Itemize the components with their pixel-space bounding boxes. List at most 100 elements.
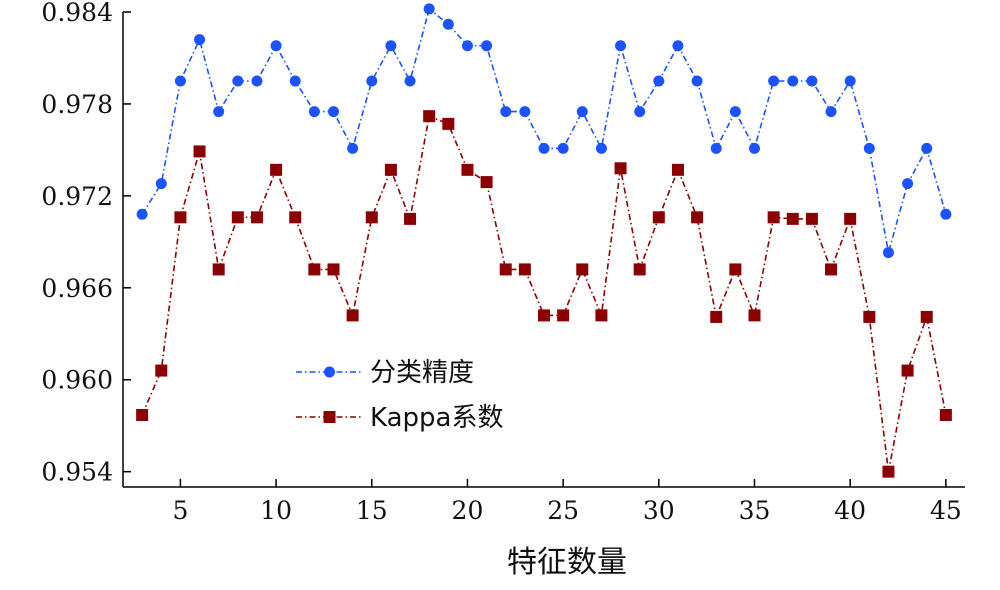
y-tick-label: 0.984 bbox=[41, 0, 113, 27]
y-tick-label: 0.978 bbox=[41, 90, 113, 119]
data-point bbox=[576, 106, 588, 118]
data-point bbox=[289, 75, 301, 87]
data-point bbox=[901, 364, 914, 377]
data-point bbox=[691, 211, 704, 224]
data-point bbox=[136, 408, 149, 421]
data-point bbox=[615, 40, 627, 52]
data-point bbox=[882, 247, 894, 259]
x-tick-label: 25 bbox=[547, 496, 579, 525]
data-point bbox=[385, 40, 397, 52]
data-point bbox=[633, 263, 646, 276]
data-point bbox=[423, 110, 436, 123]
data-point bbox=[748, 309, 761, 322]
x-axis-title: 特征数量 bbox=[507, 545, 627, 580]
x-tick-label: 20 bbox=[452, 496, 484, 525]
data-point bbox=[902, 178, 914, 190]
data-point bbox=[346, 309, 359, 322]
data-point bbox=[729, 106, 741, 118]
legend-label: Kappa系数 bbox=[370, 403, 503, 433]
x-tick-label: 5 bbox=[172, 496, 188, 525]
x-tick-label: 45 bbox=[930, 496, 962, 525]
legend-item-2: Kappa系数 bbox=[296, 403, 503, 433]
data-point bbox=[174, 75, 186, 87]
data-point bbox=[251, 75, 263, 87]
data-point bbox=[155, 364, 168, 377]
data-point bbox=[423, 3, 435, 15]
data-point bbox=[595, 142, 607, 154]
legend-marker bbox=[323, 411, 336, 423]
data-point bbox=[499, 263, 512, 276]
data-point bbox=[442, 117, 455, 130]
y-tick-label: 0.954 bbox=[41, 458, 113, 487]
data-point bbox=[231, 211, 244, 224]
data-point bbox=[270, 163, 283, 176]
data-point bbox=[500, 106, 512, 118]
data-point bbox=[557, 142, 569, 154]
series-layer bbox=[136, 3, 952, 478]
data-point bbox=[595, 309, 608, 322]
data-point bbox=[442, 18, 454, 30]
data-point bbox=[136, 208, 148, 220]
axes: 5 10 15 20 25 30 35 40 45 0.954 0.960 0.966 0.972 0.9… bbox=[41, 0, 965, 525]
data-point bbox=[921, 142, 933, 154]
y-tick-label: 0.972 bbox=[41, 182, 113, 211]
data-point bbox=[328, 106, 339, 118]
data-point bbox=[232, 75, 244, 87]
data-point bbox=[844, 75, 856, 87]
data-point bbox=[519, 106, 531, 118]
data-point bbox=[155, 178, 167, 190]
data-point bbox=[480, 176, 493, 189]
data-point bbox=[461, 40, 473, 52]
data-point bbox=[805, 212, 818, 225]
legend-item-1: 分类精度 bbox=[296, 358, 474, 388]
data-point bbox=[691, 75, 703, 87]
data-point bbox=[347, 142, 359, 154]
data-point bbox=[710, 142, 722, 154]
legend-label: 分类精度 bbox=[370, 358, 474, 388]
data-point bbox=[653, 75, 665, 87]
series-2 bbox=[136, 110, 952, 478]
legend-marker bbox=[324, 366, 335, 378]
data-point bbox=[327, 263, 340, 276]
data-point bbox=[710, 310, 723, 323]
data-point bbox=[767, 211, 780, 224]
data-point bbox=[212, 263, 225, 276]
data-point bbox=[825, 106, 837, 118]
data-point bbox=[786, 212, 799, 225]
data-point bbox=[213, 106, 225, 118]
data-point bbox=[863, 310, 876, 323]
data-point bbox=[404, 75, 416, 87]
x-tick-label: 35 bbox=[739, 496, 771, 525]
data-point bbox=[404, 212, 417, 225]
data-point bbox=[461, 163, 474, 176]
data-point bbox=[538, 142, 550, 154]
y-tick-label: 0.960 bbox=[41, 366, 113, 395]
data-point bbox=[365, 211, 378, 224]
y-tick-label: 0.966 bbox=[41, 274, 113, 303]
x-tick-label: 30 bbox=[643, 496, 675, 525]
data-point bbox=[749, 142, 760, 154]
data-point bbox=[270, 40, 282, 52]
data-point bbox=[634, 106, 646, 118]
data-point bbox=[729, 263, 742, 276]
data-point bbox=[518, 263, 531, 276]
data-point bbox=[671, 163, 684, 176]
data-point bbox=[768, 75, 780, 87]
data-point bbox=[614, 162, 627, 175]
data-point bbox=[250, 211, 263, 224]
x-tick-label: 10 bbox=[260, 496, 292, 525]
data-point bbox=[384, 163, 397, 176]
data-point bbox=[863, 142, 875, 154]
data-point bbox=[652, 211, 665, 224]
data-point bbox=[193, 145, 206, 158]
data-point bbox=[557, 309, 570, 322]
series-1 bbox=[136, 3, 952, 259]
data-point bbox=[844, 212, 857, 225]
legend: 分类精度 Kappa系数 bbox=[296, 358, 503, 433]
data-point bbox=[308, 263, 321, 276]
data-point bbox=[672, 40, 684, 52]
data-point bbox=[308, 106, 320, 118]
data-point bbox=[481, 40, 493, 52]
